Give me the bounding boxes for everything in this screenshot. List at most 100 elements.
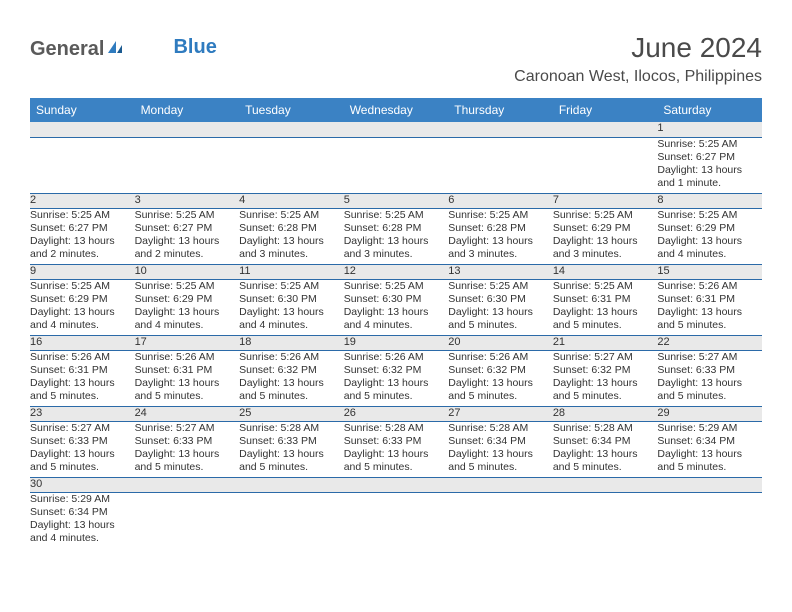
day-number-cell: 21 [553, 335, 658, 350]
day-detail-cell: Sunrise: 5:25 AMSunset: 6:29 PMDaylight:… [553, 208, 658, 264]
day-detail-cell [30, 137, 135, 193]
day-detail-line: Sunrise: 5:29 AM [30, 493, 135, 506]
day-detail-line: Sunset: 6:34 PM [657, 435, 762, 448]
day-detail-line: and 5 minutes. [30, 461, 135, 474]
day-detail-line: and 5 minutes. [448, 319, 553, 332]
day-number-cell: 14 [553, 264, 658, 279]
day-detail-line: Daylight: 13 hours [344, 306, 449, 319]
day-detail-line: Sunrise: 5:25 AM [657, 209, 762, 222]
day-detail-line: Sunrise: 5:25 AM [30, 280, 135, 293]
day-detail-line: and 5 minutes. [448, 461, 553, 474]
day-number-cell: 17 [135, 335, 240, 350]
day-detail-line: Sunrise: 5:25 AM [135, 209, 240, 222]
day-detail-cell: Sunrise: 5:25 AMSunset: 6:30 PMDaylight:… [239, 279, 344, 335]
day-detail-cell: Sunrise: 5:25 AMSunset: 6:29 PMDaylight:… [30, 279, 135, 335]
weekday-header: Saturday [657, 98, 762, 122]
day-number-cell: 1 [657, 122, 762, 137]
day-detail-cell: Sunrise: 5:27 AMSunset: 6:33 PMDaylight:… [657, 350, 762, 406]
day-detail-line: Sunset: 6:31 PM [553, 293, 658, 306]
day-detail-line: Daylight: 13 hours [239, 306, 344, 319]
day-detail-line: and 5 minutes. [135, 390, 240, 403]
day-detail-line: Sunrise: 5:27 AM [553, 351, 658, 364]
day-number-cell: 23 [30, 406, 135, 421]
day-detail-line: Daylight: 13 hours [30, 235, 135, 248]
day-detail-cell: Sunrise: 5:27 AMSunset: 6:33 PMDaylight:… [30, 421, 135, 477]
day-detail-cell: Sunrise: 5:28 AMSunset: 6:34 PMDaylight:… [553, 421, 658, 477]
day-detail-line: Sunset: 6:32 PM [239, 364, 344, 377]
day-number-cell: 30 [30, 477, 135, 492]
day-detail-cell: Sunrise: 5:25 AMSunset: 6:27 PMDaylight:… [30, 208, 135, 264]
day-detail-line: and 4 minutes. [30, 532, 135, 545]
day-detail-line: Sunset: 6:33 PM [135, 435, 240, 448]
day-detail-line: Sunrise: 5:25 AM [239, 209, 344, 222]
day-detail-cell [657, 492, 762, 548]
day-detail-line: Sunset: 6:30 PM [239, 293, 344, 306]
day-detail-cell: Sunrise: 5:25 AMSunset: 6:28 PMDaylight:… [239, 208, 344, 264]
day-detail-line: Daylight: 13 hours [448, 377, 553, 390]
day-number-cell: 5 [344, 193, 449, 208]
day-detail-line: Sunrise: 5:25 AM [448, 209, 553, 222]
day-detail-line: Sunrise: 5:25 AM [239, 280, 344, 293]
day-detail-cell [448, 137, 553, 193]
calendar-thead: SundayMondayTuesdayWednesdayThursdayFrid… [30, 98, 762, 122]
day-detail-line: Sunset: 6:28 PM [448, 222, 553, 235]
day-detail-line: Daylight: 13 hours [239, 448, 344, 461]
day-detail-line: and 5 minutes. [448, 390, 553, 403]
day-number-cell: 3 [135, 193, 240, 208]
day-detail-line: Sunrise: 5:26 AM [657, 280, 762, 293]
day-detail-line: Daylight: 13 hours [135, 235, 240, 248]
day-detail-cell [135, 137, 240, 193]
day-detail-line: Sunset: 6:29 PM [135, 293, 240, 306]
weekday-header: Friday [553, 98, 658, 122]
day-detail-line: Sunrise: 5:25 AM [553, 209, 658, 222]
day-number-cell [135, 477, 240, 492]
day-detail-line: Sunrise: 5:25 AM [448, 280, 553, 293]
day-number-cell: 20 [448, 335, 553, 350]
day-number-cell: 27 [448, 406, 553, 421]
day-detail-cell: Sunrise: 5:25 AMSunset: 6:28 PMDaylight:… [344, 208, 449, 264]
day-number-cell [135, 122, 240, 137]
day-detail-line: Daylight: 13 hours [344, 448, 449, 461]
day-detail-line: Sunrise: 5:28 AM [239, 422, 344, 435]
day-detail-line: Sunrise: 5:27 AM [135, 422, 240, 435]
day-detail-line: Daylight: 13 hours [448, 306, 553, 319]
day-detail-line: and 5 minutes. [239, 461, 344, 474]
day-detail-line: Sunset: 6:34 PM [553, 435, 658, 448]
calendar-page: General Blue June 2024 Caronoan West, Il… [0, 0, 792, 568]
day-detail-line: and 4 minutes. [344, 319, 449, 332]
day-detail-line: Sunrise: 5:26 AM [344, 351, 449, 364]
day-number-cell: 11 [239, 264, 344, 279]
day-detail-line: and 4 minutes. [657, 248, 762, 261]
day-detail-line: and 3 minutes. [344, 248, 449, 261]
header: General Blue June 2024 Caronoan West, Il… [30, 32, 762, 86]
day-number-cell: 22 [657, 335, 762, 350]
day-detail-line: and 4 minutes. [30, 319, 135, 332]
day-detail-line: Sunset: 6:30 PM [344, 293, 449, 306]
day-detail-line: Sunset: 6:31 PM [135, 364, 240, 377]
day-detail-line: and 3 minutes. [239, 248, 344, 261]
day-detail-line: Sunrise: 5:26 AM [448, 351, 553, 364]
day-detail-cell [448, 492, 553, 548]
day-number-cell: 7 [553, 193, 658, 208]
day-detail-cell: Sunrise: 5:28 AMSunset: 6:33 PMDaylight:… [239, 421, 344, 477]
day-detail-line: Sunset: 6:32 PM [553, 364, 658, 377]
day-detail-line: Sunset: 6:33 PM [30, 435, 135, 448]
day-detail-line: Sunset: 6:29 PM [30, 293, 135, 306]
weekday-header: Thursday [448, 98, 553, 122]
day-detail-cell: Sunrise: 5:25 AMSunset: 6:29 PMDaylight:… [657, 208, 762, 264]
day-detail-cell: Sunrise: 5:25 AMSunset: 6:28 PMDaylight:… [448, 208, 553, 264]
day-detail-line: Sunset: 6:34 PM [30, 506, 135, 519]
day-number-cell: 25 [239, 406, 344, 421]
day-detail-line: and 3 minutes. [553, 248, 658, 261]
day-number-cell: 26 [344, 406, 449, 421]
brand-part2: Blue [173, 36, 216, 59]
weekday-header: Wednesday [344, 98, 449, 122]
brand-logo: General Blue [30, 38, 217, 61]
day-detail-cell: Sunrise: 5:26 AMSunset: 6:32 PMDaylight:… [448, 350, 553, 406]
weekday-header: Tuesday [239, 98, 344, 122]
day-number-cell [553, 122, 658, 137]
day-detail-line: Daylight: 13 hours [657, 377, 762, 390]
day-number-cell: 28 [553, 406, 658, 421]
day-number-cell: 19 [344, 335, 449, 350]
day-detail-line: Sunset: 6:31 PM [30, 364, 135, 377]
